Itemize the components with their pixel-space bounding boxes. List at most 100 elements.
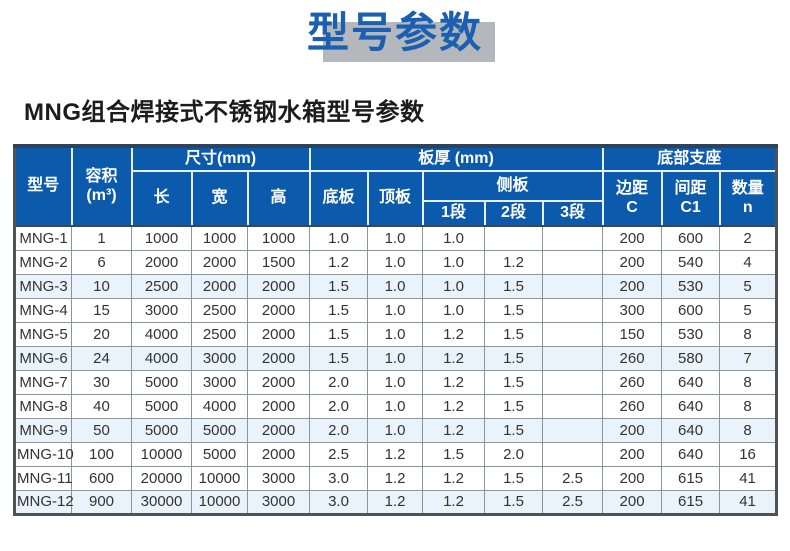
value-cell [541, 249, 604, 275]
value-cell: 2.0 [309, 417, 368, 443]
model-cell: MNG-11 [14, 465, 73, 491]
value-cell: 900 [71, 489, 132, 515]
header-edge-line1: 边距 [616, 180, 649, 198]
model-cell: MNG-6 [14, 345, 72, 371]
value-cell: 1.2 [422, 345, 485, 371]
model-cell: MNG-8 [14, 393, 72, 419]
value-cell: 530 [661, 321, 721, 347]
value-cell: 1.2 [309, 249, 368, 275]
table-row: MNG-12 900 30000 10000 3000 3.0 1.2 1.2 1.5 2.5 20… [14, 489, 778, 515]
header-spacing-c1: 间距 C1 [660, 170, 721, 227]
value-cell: 20000 [131, 465, 192, 491]
value-cell: 580 [661, 345, 721, 371]
value-cell: 2000 [247, 393, 310, 419]
model-cell: MNG-5 [14, 321, 72, 347]
value-cell [541, 297, 604, 323]
value-cell: 3.0 [309, 489, 368, 515]
value-cell: 5000 [131, 417, 192, 443]
value-cell: 1.5 [309, 321, 368, 347]
value-cell: 24 [71, 345, 132, 371]
value-cell: 3.0 [309, 465, 368, 491]
value-cell: 200 [602, 225, 663, 251]
model-cell: MNG-3 [14, 273, 72, 299]
value-cell: 1.2 [422, 489, 485, 515]
value-cell: 200 [602, 417, 663, 443]
table-body: MNG-1 1 1000 1000 1000 1.0 1.0 1.0 200 600 2 MNG-2 6… [14, 225, 778, 515]
model-cell: MNG-9 [14, 417, 72, 443]
value-cell: 8 [719, 369, 778, 395]
value-cell: 5 [719, 273, 778, 299]
value-cell: 1.2 [422, 465, 485, 491]
table-row: MNG-11 600 20000 10000 3000 3.0 1.2 1.2 1.5 2.5 20… [14, 465, 778, 491]
header-side-plate-group: 侧板 [421, 170, 604, 202]
header-qty-line1: 数量 [731, 180, 764, 198]
value-cell: 1.0 [367, 369, 423, 395]
value-cell: 41 [719, 489, 778, 515]
value-cell: 1.5 [309, 297, 368, 323]
value-cell: 1500 [247, 249, 310, 275]
value-cell: 2.5 [541, 465, 604, 491]
value-cell: 640 [661, 393, 721, 419]
value-cell: 100 [71, 441, 132, 467]
header-qty-n: 数量 n [718, 170, 778, 227]
header-width: 宽 [190, 170, 249, 227]
header-spacing-line1: 间距 [674, 180, 707, 198]
value-cell: 10 [71, 273, 132, 299]
value-cell: 1000 [131, 225, 192, 251]
value-cell: 2000 [247, 345, 310, 371]
value-cell: 530 [661, 273, 721, 299]
value-cell: 1.5 [484, 297, 543, 323]
model-cell: MNG-7 [14, 369, 72, 395]
page-title-block: 型号参数 [306, 9, 495, 62]
value-cell: 3000 [247, 489, 310, 515]
header-thickness-group: 板厚 (mm) [308, 144, 604, 172]
value-cell: 16 [719, 441, 778, 467]
value-cell: 1.2 [422, 369, 485, 395]
header-row-groups: 型号 容积 (m³) 尺寸(mm) 板厚 (mm) 底部支座 [13, 144, 778, 227]
value-cell: 1.0 [422, 249, 485, 275]
value-cell: 2.5 [541, 489, 604, 515]
value-cell: 260 [602, 393, 663, 419]
value-cell: 1.5 [309, 345, 368, 371]
header-seg1: 1段 [421, 200, 486, 227]
value-cell: 1.2 [422, 321, 485, 347]
value-cell: 6 [71, 249, 132, 275]
header-row-segments: 1段 2段 3段 [15, 200, 777, 227]
value-cell: 2000 [247, 321, 310, 347]
value-cell: 5000 [131, 393, 192, 419]
value-cell: 1.0 [422, 297, 485, 323]
value-cell: 3000 [191, 345, 248, 371]
value-cell: 3000 [247, 465, 310, 491]
value-cell: 1.0 [367, 393, 423, 419]
value-cell: 5 [719, 297, 778, 323]
value-cell: 1.5 [309, 273, 368, 299]
value-cell: 2000 [247, 273, 310, 299]
header-model: 型号 [13, 144, 73, 227]
value-cell: 1.0 [422, 273, 485, 299]
value-cell: 41 [719, 465, 778, 491]
value-cell: 30000 [131, 489, 192, 515]
value-cell: 1.5 [484, 393, 543, 419]
header-row-sub: 长 宽 高 底板 顶板 侧板 边距 C 间距 C1 数量 n [15, 170, 778, 227]
table-row: MNG-1 1 1000 1000 1000 1.0 1.0 1.0 200 600 2 [14, 225, 778, 251]
value-cell: 540 [661, 249, 721, 275]
value-cell: 2.0 [309, 369, 368, 395]
page-title: 型号参数 [306, 9, 483, 56]
value-cell: 5000 [191, 441, 248, 467]
value-cell: 1000 [247, 225, 310, 251]
value-cell [541, 417, 604, 443]
table-row: MNG-4 15 3000 2500 2000 1.5 1.0 1.0 1.5 300 600 5 [14, 297, 778, 323]
value-cell: 615 [661, 465, 721, 491]
value-cell: 40 [71, 393, 132, 419]
header-bottom-plate: 底板 [308, 170, 369, 227]
header-volume-line2: (m³) [86, 186, 117, 204]
value-cell: 1.2 [367, 441, 423, 467]
value-cell: 4000 [191, 393, 248, 419]
value-cell: 260 [602, 369, 663, 395]
value-cell [541, 441, 604, 467]
header-edge-line2: C [626, 198, 638, 216]
value-cell: 1.5 [484, 369, 543, 395]
value-cell: 1.0 [367, 297, 423, 323]
value-cell: 260 [602, 345, 663, 371]
header-qty-line2: n [742, 198, 753, 216]
